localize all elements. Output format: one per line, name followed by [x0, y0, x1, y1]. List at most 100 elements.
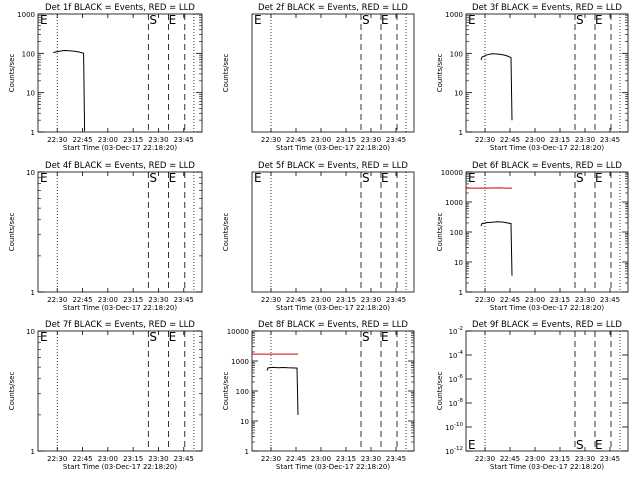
- y-tick-label: 10-10: [445, 422, 463, 432]
- y-axis-label: Counts/sec: [222, 372, 230, 411]
- panel-det-2: Det 2f BLACK = Events, RED = LLD 22:30 22:…: [222, 3, 415, 152]
- x-tick-label: 23:00: [98, 136, 118, 144]
- panel-det-3: Det 3f BLACK = Events, RED = LLD 22:30 22:…: [436, 3, 629, 152]
- marker-e: E: [595, 13, 603, 27]
- plot-frame: [465, 330, 629, 452]
- x-axis-label: Start Time (03-Dec-17 22:18:20): [490, 144, 604, 152]
- y-tick-base: 10: [449, 376, 458, 384]
- panel-title: Det 2f BLACK = Events, RED = LLD: [258, 3, 408, 13]
- x-tick-label: 23:15: [336, 136, 356, 144]
- x-tick-label: 23:00: [525, 296, 545, 304]
- y-tick-label: 10: [26, 328, 35, 336]
- panel-title: Det 4f BLACK = Events, RED = LLD: [45, 161, 195, 171]
- panel-title: Det 5f BLACK = Events, RED = LLD: [258, 161, 408, 171]
- y-tick-exponent: -2: [458, 326, 463, 332]
- marker-e: E: [169, 171, 177, 185]
- marker-s: S: [576, 13, 584, 27]
- x-tick-label: 23:30: [575, 455, 595, 463]
- x-axis-label: Start Time (03-Dec-17 22:18:20): [276, 463, 390, 471]
- x-tick-label: 23:45: [386, 136, 406, 144]
- y-tick-label: 100: [22, 50, 35, 58]
- x-tick-label: 23:45: [174, 136, 194, 144]
- events-series-line: [53, 49, 86, 132]
- x-tick-label: 23:45: [600, 296, 620, 304]
- x-axis-label: Start Time (03-Dec-17 22:18:20): [490, 463, 604, 471]
- x-tick-label: 22:45: [286, 296, 306, 304]
- x-tick-label: 22:30: [261, 455, 281, 463]
- panel-title: Det 8f BLACK = Events, RED = LLD: [258, 320, 408, 330]
- x-tick-label: 22:45: [500, 455, 520, 463]
- y-tick-base: 10: [445, 448, 454, 456]
- marker-e: E: [381, 330, 389, 344]
- y-tick-exponent: -4: [458, 350, 464, 356]
- x-tick-label: 22:30: [475, 136, 495, 144]
- marker-e: E: [40, 330, 48, 344]
- x-tick-label: 23:15: [123, 455, 143, 463]
- y-tick-base: 10: [449, 352, 458, 360]
- marker-s: S: [149, 13, 157, 27]
- events-series-line: [266, 366, 299, 415]
- y-tick-base: 10: [449, 328, 458, 336]
- marker-e: E: [468, 438, 476, 452]
- x-tick-label: 22:45: [72, 455, 92, 463]
- y-tick-label: 10: [454, 259, 463, 267]
- y-tick-label: 10-8: [449, 398, 464, 408]
- events-series-line: [480, 221, 513, 276]
- y-tick-label: 1: [31, 448, 35, 456]
- x-tick-label: 23:30: [148, 136, 168, 144]
- x-tick-label: 23:15: [123, 136, 143, 144]
- x-tick-label: 23:00: [311, 136, 331, 144]
- marker-e: E: [381, 13, 389, 27]
- y-tick-label: 10-12: [445, 446, 463, 456]
- x-tick-label: 22:45: [72, 136, 92, 144]
- x-tick-label: 23:00: [311, 296, 331, 304]
- x-tick-label: 22:30: [261, 296, 281, 304]
- x-tick-label: 23:00: [525, 136, 545, 144]
- x-tick-label: 22:30: [261, 136, 281, 144]
- panel-det-6: Det 6f BLACK = Events, RED = LLD 22:30 22:…: [436, 161, 629, 312]
- marker-e: E: [254, 171, 262, 185]
- panel-det-1: Det 1f BLACK = Events, RED = LLD 22:30 22:…: [8, 3, 203, 152]
- x-tick-label: 22:45: [286, 455, 306, 463]
- marker-s: S: [576, 171, 584, 185]
- y-tick-exponent: -10: [454, 422, 463, 428]
- y-tick-label: 1: [245, 448, 249, 456]
- marker-s: S: [149, 330, 157, 344]
- marker-e: E: [468, 13, 476, 27]
- y-axis-label: Counts/sec: [8, 213, 16, 252]
- x-axis-label: Start Time (03-Dec-17 22:18:20): [276, 144, 390, 152]
- marker-e: E: [468, 171, 476, 185]
- x-tick-label: 23:15: [336, 296, 356, 304]
- marker-e: E: [595, 171, 603, 185]
- x-tick-label: 23:45: [174, 455, 194, 463]
- y-tick-label: 1000: [231, 358, 249, 366]
- marker-e: E: [40, 171, 48, 185]
- x-tick-label: 22:45: [72, 296, 92, 304]
- y-tick-label: 1000: [445, 199, 463, 207]
- x-tick-label: 22:45: [286, 136, 306, 144]
- x-tick-label: 23:30: [361, 296, 381, 304]
- y-tick-label: 10-6: [449, 374, 464, 384]
- y-tick-label: 1000: [17, 11, 35, 19]
- panel-det-8: Det 8f BLACK = Events, RED = LLD 22:30 22:…: [222, 320, 415, 471]
- plot-frame: [251, 171, 415, 293]
- panel-det-4: Det 4f BLACK = Events, RED = LLD 22:30 22:…: [8, 161, 203, 312]
- x-tick-label: 23:45: [174, 296, 194, 304]
- x-tick-label: 23:00: [98, 296, 118, 304]
- x-tick-label: 22:30: [47, 296, 67, 304]
- plot-frame: [37, 13, 203, 133]
- marker-s: S: [362, 171, 370, 185]
- y-tick-exponent: -12: [454, 446, 463, 452]
- y-tick-exponent: -6: [458, 374, 464, 380]
- y-axis-label: Counts/sec: [436, 372, 444, 411]
- x-tick-label: 23:30: [361, 455, 381, 463]
- x-tick-label: 23:15: [550, 455, 570, 463]
- x-tick-label: 22:30: [47, 455, 67, 463]
- y-tick-label: 100: [450, 50, 463, 58]
- x-tick-label: 23:15: [336, 455, 356, 463]
- panel-det-5: Det 5f BLACK = Events, RED = LLD 22:30 22:…: [222, 161, 415, 312]
- marker-s: S: [149, 171, 157, 185]
- y-tick-label: 1000: [445, 11, 463, 19]
- x-tick-label: 23:45: [600, 455, 620, 463]
